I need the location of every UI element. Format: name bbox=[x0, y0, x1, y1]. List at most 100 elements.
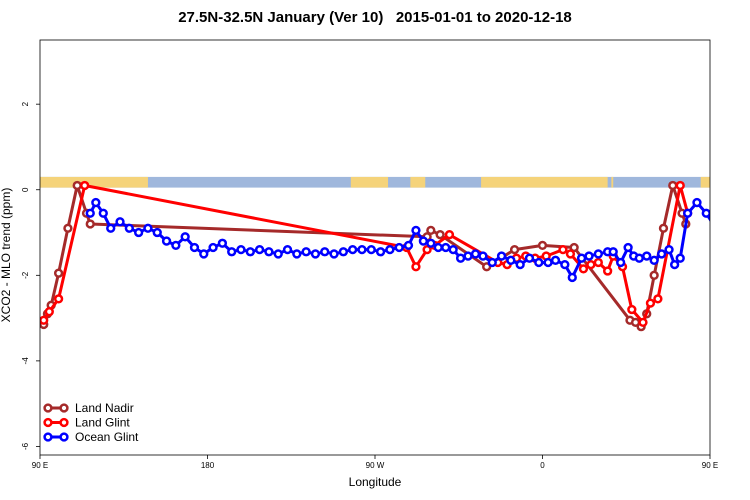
data-point bbox=[593, 257, 603, 268]
data-point bbox=[189, 242, 200, 253]
data-point bbox=[80, 180, 90, 191]
data-point bbox=[602, 266, 613, 276]
x-tick-label: 180 bbox=[201, 461, 215, 470]
data-point bbox=[310, 249, 321, 259]
data-point bbox=[642, 251, 652, 261]
data-point bbox=[721, 218, 728, 225]
legend-marker bbox=[59, 432, 69, 442]
data-point bbox=[152, 227, 162, 238]
data-point bbox=[524, 253, 535, 263]
legend-label: Land Glint bbox=[75, 416, 130, 430]
data-point bbox=[53, 268, 64, 278]
data-point bbox=[385, 244, 395, 255]
data-point bbox=[357, 244, 367, 255]
y-tick-label: -4 bbox=[21, 357, 30, 365]
data-point bbox=[649, 270, 659, 280]
data-point bbox=[301, 247, 311, 257]
data-point bbox=[623, 242, 633, 253]
data-point bbox=[470, 249, 481, 259]
legend-marker bbox=[43, 403, 53, 413]
data-point bbox=[683, 208, 693, 218]
x-tick-label: 0 bbox=[540, 461, 545, 470]
x-tick-label: 90 E bbox=[702, 461, 718, 470]
data-point bbox=[199, 249, 209, 259]
land-band bbox=[410, 176, 426, 188]
data-point bbox=[731, 225, 738, 232]
data-point bbox=[537, 240, 548, 251]
data-point bbox=[653, 294, 663, 304]
x-tick-label: 90 E bbox=[32, 461, 48, 470]
data-point bbox=[669, 259, 680, 270]
data-point bbox=[433, 242, 443, 253]
data-point bbox=[441, 242, 451, 253]
data-point bbox=[208, 242, 218, 253]
data-point bbox=[586, 259, 596, 270]
data-point bbox=[701, 208, 710, 218]
data-point bbox=[593, 249, 603, 259]
legend-marker bbox=[59, 403, 69, 413]
data-point bbox=[320, 247, 330, 257]
land-band bbox=[700, 176, 710, 188]
data-point bbox=[448, 244, 458, 255]
data-point bbox=[534, 257, 544, 268]
data-point bbox=[558, 244, 568, 255]
data-point bbox=[426, 238, 436, 248]
data-point bbox=[658, 223, 669, 233]
data-point bbox=[227, 247, 237, 257]
data-point bbox=[411, 225, 421, 236]
data-point bbox=[608, 247, 618, 257]
data-point bbox=[180, 232, 190, 242]
land-band bbox=[481, 176, 608, 188]
data-point bbox=[444, 230, 455, 240]
data-point bbox=[638, 317, 648, 328]
surface-type-strip bbox=[40, 176, 710, 188]
legend-marker bbox=[43, 432, 53, 442]
data-point bbox=[422, 244, 432, 255]
axes: 90 E 180 90 W 0 90 E 2 0 -2 -4 -6 bbox=[21, 101, 718, 470]
data-point bbox=[463, 251, 473, 261]
legend-marker bbox=[43, 417, 53, 428]
y-tick-label: 2 bbox=[21, 101, 30, 106]
series-ocean-glint bbox=[85, 197, 747, 283]
land-band bbox=[611, 176, 614, 188]
data-point bbox=[543, 257, 553, 268]
legend-label: Land Nadir bbox=[75, 401, 134, 415]
data-point bbox=[115, 217, 125, 227]
data-point bbox=[668, 180, 678, 191]
data-point bbox=[366, 244, 376, 255]
data-point bbox=[656, 249, 667, 259]
data-point bbox=[329, 249, 339, 259]
y-tick-label: -2 bbox=[21, 271, 30, 279]
data-point bbox=[63, 223, 73, 233]
data-point bbox=[133, 227, 144, 238]
data-point bbox=[236, 244, 246, 255]
data-point bbox=[53, 294, 64, 304]
data-point bbox=[616, 257, 626, 268]
data-point bbox=[649, 255, 659, 265]
data-point bbox=[245, 247, 255, 257]
series-land-glint bbox=[40, 180, 693, 328]
data-point bbox=[664, 244, 674, 255]
data-point bbox=[740, 229, 747, 236]
data-point bbox=[403, 240, 414, 251]
data-point bbox=[569, 242, 579, 253]
data-point bbox=[273, 249, 283, 259]
x-axis-label: Longitude bbox=[348, 475, 402, 489]
data-point bbox=[85, 208, 95, 218]
data-point bbox=[478, 251, 488, 261]
data-point bbox=[375, 247, 386, 257]
data-point bbox=[565, 249, 576, 259]
data-point bbox=[496, 251, 507, 261]
data-point bbox=[426, 225, 436, 236]
data-point bbox=[282, 244, 293, 255]
data-point bbox=[106, 223, 116, 233]
data-point bbox=[675, 180, 685, 191]
data-point bbox=[254, 244, 265, 255]
data-point bbox=[394, 242, 404, 253]
data-point bbox=[338, 247, 349, 257]
data-point bbox=[292, 249, 302, 259]
data-point bbox=[264, 247, 274, 257]
y-tick-label: -6 bbox=[21, 442, 30, 450]
